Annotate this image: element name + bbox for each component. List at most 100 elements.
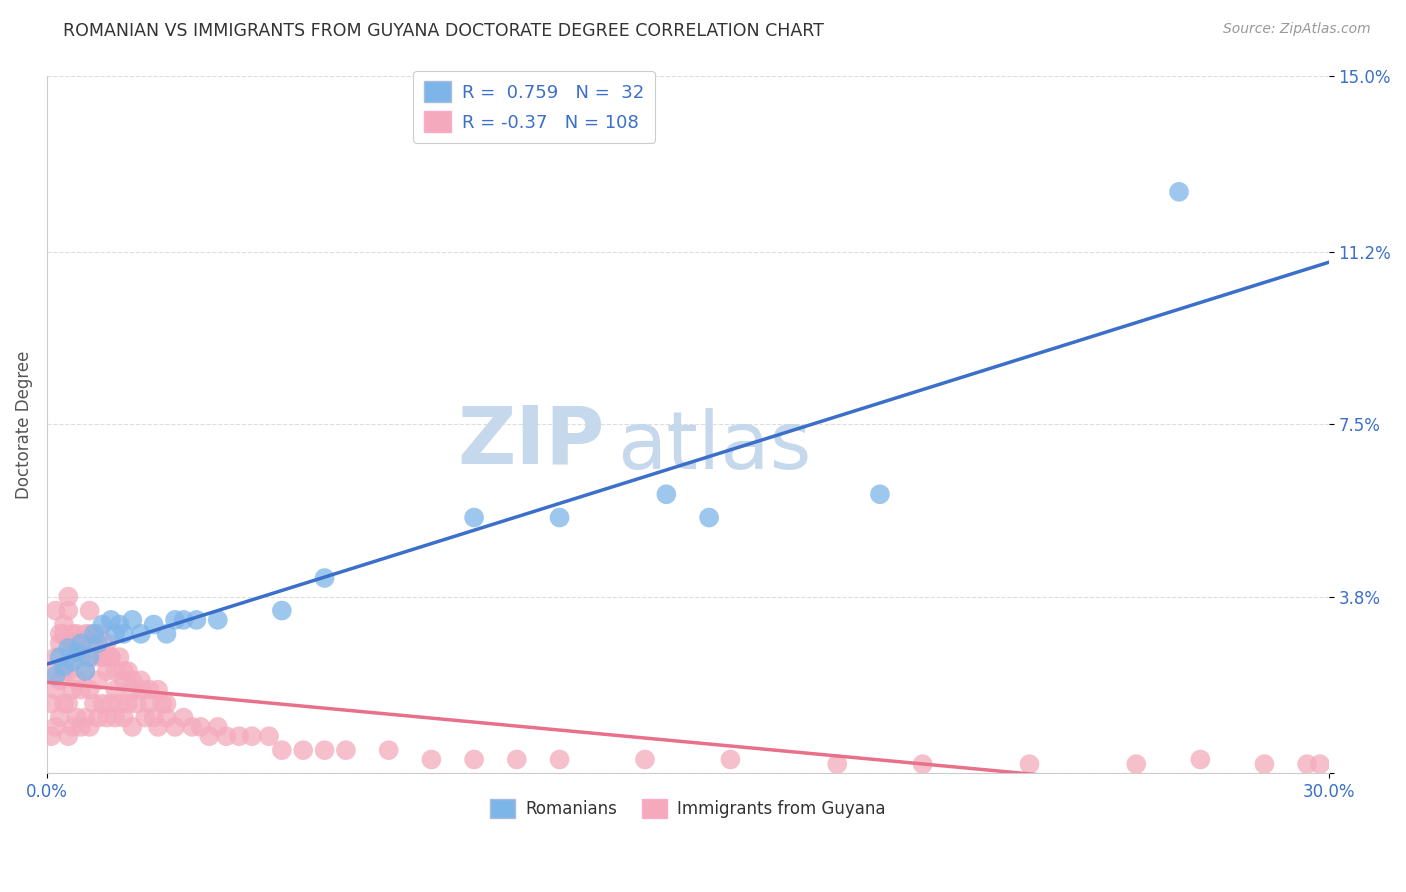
Point	[58, 664, 80, 678]
Point	[62, 720, 84, 734]
Point	[1168, 185, 1191, 199]
Point	[44, 669, 66, 683]
Point	[100, 697, 122, 711]
Point	[165, 720, 187, 734]
Point	[104, 664, 127, 678]
Point	[62, 636, 84, 650]
Point	[75, 710, 97, 724]
Point	[70, 720, 93, 734]
Point	[100, 650, 122, 665]
Point	[96, 710, 118, 724]
Point	[314, 571, 336, 585]
Point	[66, 645, 89, 659]
Point	[463, 752, 485, 766]
Point	[104, 627, 127, 641]
Point	[117, 697, 139, 711]
Point	[655, 487, 678, 501]
Point	[506, 752, 529, 766]
Point	[96, 664, 118, 678]
Point	[83, 697, 105, 711]
Point	[58, 729, 80, 743]
Point	[869, 487, 891, 501]
Point	[155, 627, 177, 641]
Point	[44, 604, 66, 618]
Point	[420, 752, 443, 766]
Point	[121, 720, 143, 734]
Point	[62, 682, 84, 697]
Point	[104, 682, 127, 697]
Point	[48, 710, 70, 724]
Point	[173, 613, 195, 627]
Point	[1189, 752, 1212, 766]
Point	[117, 664, 139, 678]
Point	[87, 673, 110, 688]
Point	[79, 682, 101, 697]
Point	[463, 510, 485, 524]
Point	[79, 627, 101, 641]
Point	[83, 650, 105, 665]
Point	[181, 720, 204, 734]
Point	[377, 743, 399, 757]
Point	[314, 743, 336, 757]
Point	[75, 664, 97, 678]
Point	[104, 710, 127, 724]
Point	[39, 697, 62, 711]
Point	[257, 729, 280, 743]
Point	[87, 710, 110, 724]
Point	[66, 710, 89, 724]
Text: Source: ZipAtlas.com: Source: ZipAtlas.com	[1223, 22, 1371, 37]
Point	[87, 636, 110, 650]
Point	[48, 650, 70, 665]
Point	[548, 752, 571, 766]
Point	[66, 627, 89, 641]
Point	[129, 673, 152, 688]
Point	[270, 743, 292, 757]
Point	[228, 729, 250, 743]
Point	[112, 664, 135, 678]
Point	[58, 640, 80, 655]
Point	[62, 627, 84, 641]
Point	[91, 650, 114, 665]
Point	[58, 604, 80, 618]
Point	[91, 617, 114, 632]
Point	[146, 720, 169, 734]
Point	[70, 650, 93, 665]
Point	[112, 673, 135, 688]
Point	[155, 697, 177, 711]
Point	[83, 627, 105, 641]
Y-axis label: Doctorate Degree: Doctorate Degree	[15, 351, 32, 499]
Point	[121, 673, 143, 688]
Point	[186, 613, 208, 627]
Point	[70, 636, 93, 650]
Point	[697, 510, 720, 524]
Point	[53, 659, 76, 673]
Point	[58, 590, 80, 604]
Point	[634, 752, 657, 766]
Point	[44, 720, 66, 734]
Point	[165, 613, 187, 627]
Point	[125, 697, 148, 711]
Point	[53, 697, 76, 711]
Point	[129, 682, 152, 697]
Point	[79, 720, 101, 734]
Legend: Romanians, Immigrants from Guyana: Romanians, Immigrants from Guyana	[484, 792, 891, 824]
Point	[134, 710, 156, 724]
Point	[121, 682, 143, 697]
Point	[129, 627, 152, 641]
Point	[155, 710, 177, 724]
Point	[1309, 757, 1331, 772]
Point	[1125, 757, 1147, 772]
Point	[91, 697, 114, 711]
Point	[207, 613, 229, 627]
Point	[142, 617, 165, 632]
Point	[146, 682, 169, 697]
Point	[83, 636, 105, 650]
Point	[66, 673, 89, 688]
Point	[108, 617, 131, 632]
Point	[1253, 757, 1275, 772]
Point	[1296, 757, 1319, 772]
Point	[53, 664, 76, 678]
Point	[198, 729, 221, 743]
Point	[53, 617, 76, 632]
Point	[91, 650, 114, 665]
